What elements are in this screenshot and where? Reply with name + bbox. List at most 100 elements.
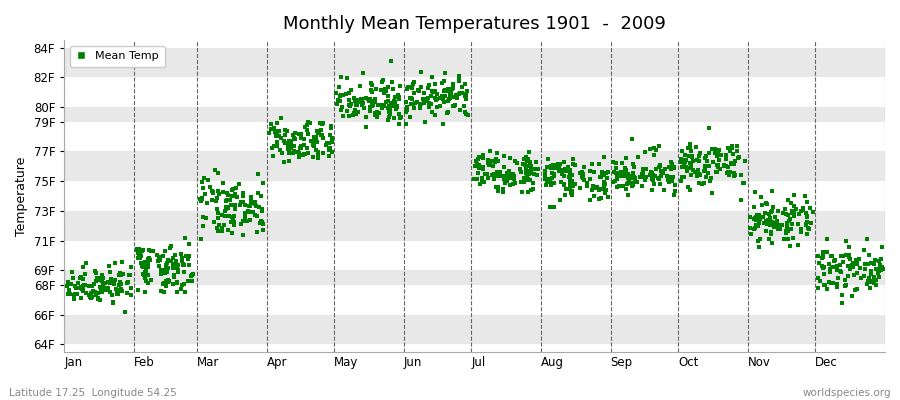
Point <box>548 164 562 171</box>
Point <box>626 164 641 170</box>
Point <box>538 172 553 178</box>
Point <box>767 220 781 226</box>
Point <box>424 88 438 95</box>
Point <box>621 192 635 198</box>
Point <box>553 161 567 167</box>
Point <box>314 126 328 133</box>
Point <box>487 171 501 178</box>
Point <box>666 174 680 180</box>
Point <box>830 280 844 287</box>
Point <box>269 142 284 149</box>
Point <box>485 163 500 170</box>
Point <box>457 103 472 109</box>
Point <box>693 172 707 178</box>
Point <box>345 86 359 93</box>
Point <box>334 91 348 98</box>
Point <box>794 226 808 232</box>
Point <box>796 207 811 213</box>
Point <box>561 164 575 170</box>
Point <box>850 261 864 267</box>
Point <box>211 170 225 176</box>
Point <box>677 161 691 167</box>
Point <box>635 165 650 172</box>
Point <box>727 170 742 176</box>
Point <box>233 202 248 208</box>
Point <box>346 94 361 101</box>
Point <box>115 271 130 277</box>
Point <box>737 180 751 186</box>
Point <box>301 127 315 133</box>
Point <box>160 279 175 286</box>
Point <box>829 263 843 270</box>
Point <box>517 161 531 167</box>
Point <box>124 264 139 270</box>
Point <box>82 283 96 289</box>
Point <box>508 158 522 164</box>
Point <box>216 188 230 195</box>
Point <box>620 175 634 182</box>
Point <box>170 264 184 271</box>
Point <box>137 272 151 278</box>
Point <box>844 293 859 300</box>
Point <box>508 180 522 186</box>
Point <box>406 81 420 88</box>
Point <box>583 196 598 203</box>
Point <box>762 222 777 228</box>
Point <box>488 158 502 165</box>
Point <box>589 185 603 191</box>
Point <box>857 273 871 279</box>
Point <box>346 112 360 118</box>
Point <box>96 286 111 293</box>
Point <box>557 158 572 165</box>
Point <box>323 145 338 151</box>
Point <box>593 186 608 192</box>
Point <box>170 280 184 286</box>
Point <box>763 229 778 236</box>
Point <box>599 170 614 176</box>
Point <box>227 219 241 225</box>
Point <box>777 236 791 242</box>
Point <box>382 114 396 120</box>
Point <box>156 252 170 259</box>
Point <box>269 139 284 146</box>
Point <box>179 253 194 259</box>
Point <box>204 188 219 194</box>
Point <box>492 169 507 175</box>
Point <box>106 299 121 305</box>
Point <box>758 210 772 216</box>
Point <box>256 208 270 214</box>
Point <box>222 197 237 203</box>
Point <box>140 260 155 267</box>
Point <box>500 170 515 176</box>
Point <box>836 258 850 265</box>
Point <box>698 174 713 180</box>
Point <box>368 112 382 118</box>
Point <box>160 256 175 263</box>
Point <box>635 170 650 176</box>
Point <box>752 220 767 226</box>
Point <box>94 272 109 278</box>
Point <box>543 204 557 210</box>
Point <box>544 182 559 189</box>
Point <box>764 188 778 194</box>
Point <box>361 96 375 102</box>
Point <box>399 98 413 105</box>
Point <box>842 266 857 272</box>
Point <box>663 166 678 172</box>
Point <box>301 150 315 156</box>
Point <box>337 92 351 98</box>
Point <box>93 275 107 282</box>
Point <box>502 168 517 175</box>
Point <box>167 274 182 280</box>
Point <box>853 265 868 272</box>
Point <box>158 261 173 268</box>
Point <box>546 171 561 177</box>
Point <box>68 291 82 297</box>
Point <box>428 80 443 87</box>
Point <box>552 168 566 174</box>
Point <box>714 152 728 158</box>
Point <box>876 266 890 272</box>
Y-axis label: Temperature: Temperature <box>15 156 28 236</box>
Point <box>123 272 138 278</box>
Point <box>497 176 511 182</box>
